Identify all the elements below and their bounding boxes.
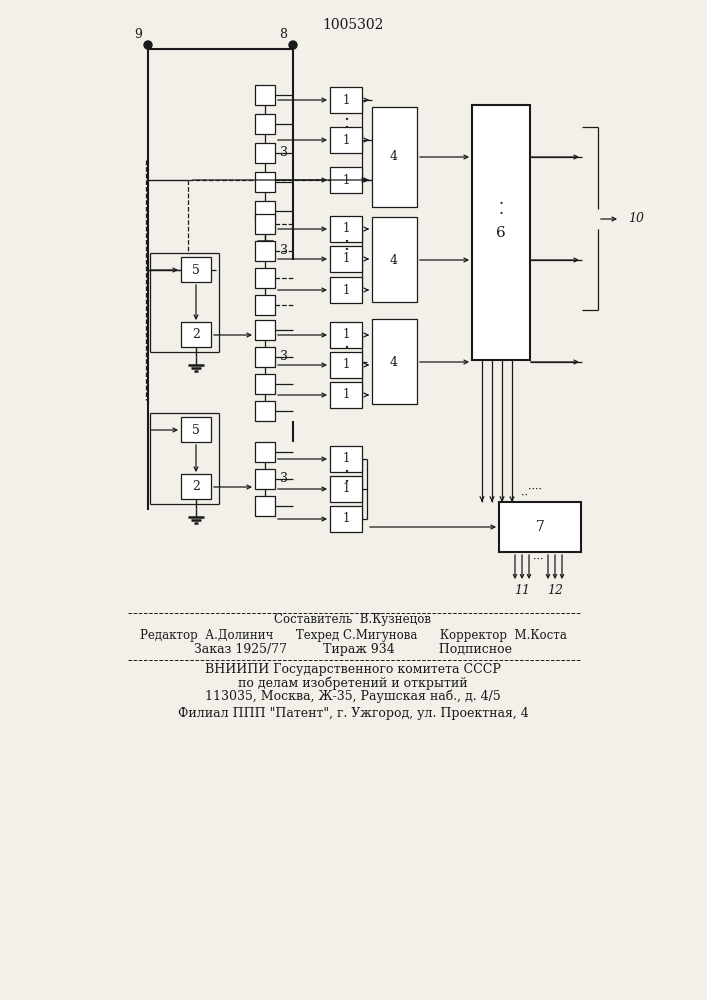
Text: 1: 1: [342, 133, 350, 146]
Text: 4: 4: [390, 356, 398, 368]
Bar: [330, 446, 362, 472]
Text: ·: ·: [498, 207, 503, 224]
Bar: [330, 322, 362, 348]
Bar: [255, 114, 275, 134]
Bar: [255, 85, 275, 105]
Text: 10: 10: [628, 213, 644, 226]
Text: Редактор  А.Долинич      Техред С.Мигунова      Корректор  М.Коста: Редактор А.Долинич Техред С.Мигунова Кор…: [139, 629, 566, 642]
Text: ····: ····: [528, 485, 542, 495]
Bar: [255, 374, 275, 394]
Text: ·: ·: [343, 119, 349, 137]
Text: 1: 1: [342, 359, 350, 371]
Text: 11: 11: [514, 584, 530, 596]
Bar: [330, 167, 362, 193]
Text: 9: 9: [134, 28, 142, 41]
Text: 1005302: 1005302: [322, 18, 384, 32]
Bar: [181, 322, 211, 347]
Text: 12: 12: [547, 584, 563, 596]
Text: по делам изобретений и открытий: по делам изобретений и открытий: [238, 676, 468, 690]
Bar: [255, 172, 275, 192]
Text: 1: 1: [342, 512, 350, 526]
Text: 7: 7: [536, 520, 544, 534]
Text: 4: 4: [390, 150, 398, 163]
Bar: [255, 241, 275, 261]
Text: ·: ·: [498, 196, 503, 214]
Text: ·: ·: [343, 463, 349, 481]
Text: 1: 1: [342, 483, 350, 495]
Text: 5: 5: [192, 424, 200, 436]
Text: ·: ·: [343, 473, 349, 491]
Bar: [255, 214, 275, 234]
Text: 1: 1: [342, 388, 350, 401]
Text: 1: 1: [342, 223, 350, 235]
Bar: [255, 401, 275, 421]
Text: 1: 1: [342, 174, 350, 186]
Text: 3: 3: [280, 351, 288, 363]
Bar: [181, 474, 211, 499]
Text: 1: 1: [342, 452, 350, 466]
Circle shape: [289, 41, 297, 49]
Bar: [472, 105, 530, 360]
Bar: [255, 442, 275, 462]
Text: 1: 1: [342, 94, 350, 106]
Bar: [255, 496, 275, 516]
Text: 113035, Москва, Ж-35, Раушская наб., д. 4/5: 113035, Москва, Ж-35, Раушская наб., д. …: [205, 689, 501, 703]
Text: ВНИИПИ Государственного комитета СССР: ВНИИПИ Государственного комитета СССР: [205, 664, 501, 676]
Bar: [499, 502, 581, 552]
Text: 5: 5: [192, 263, 200, 276]
Bar: [330, 246, 362, 272]
Bar: [330, 352, 362, 378]
Text: ·: ·: [343, 233, 349, 251]
Text: 1: 1: [342, 252, 350, 265]
Bar: [181, 257, 211, 282]
Text: 3: 3: [280, 244, 288, 257]
Text: Филиал ППП "Патент", г. Ужгород, ул. Проектная, 4: Филиал ППП "Патент", г. Ужгород, ул. Про…: [177, 708, 528, 720]
Bar: [372, 217, 417, 302]
Text: 2: 2: [192, 328, 200, 342]
Bar: [255, 143, 275, 163]
Text: 6: 6: [496, 226, 506, 240]
Bar: [255, 320, 275, 340]
Bar: [255, 268, 275, 288]
Text: 4: 4: [390, 253, 398, 266]
Text: 1: 1: [342, 284, 350, 296]
Text: 3: 3: [280, 473, 288, 486]
Bar: [255, 295, 275, 315]
Text: ·: ·: [343, 339, 349, 357]
Circle shape: [144, 41, 152, 49]
Bar: [330, 277, 362, 303]
Bar: [330, 127, 362, 153]
Bar: [330, 476, 362, 502]
Text: 1: 1: [342, 328, 350, 342]
Bar: [255, 469, 275, 489]
Bar: [330, 87, 362, 113]
Text: 8: 8: [279, 28, 287, 41]
Text: Составитель  В.Кузнецов: Составитель В.Кузнецов: [274, 613, 431, 626]
Bar: [255, 201, 275, 221]
Text: ··: ··: [522, 491, 529, 501]
Text: ·: ·: [343, 241, 349, 259]
Text: Заказ 1925/77         Тираж 934           Подписное: Заказ 1925/77 Тираж 934 Подписное: [194, 644, 512, 656]
Bar: [330, 382, 362, 408]
Bar: [330, 216, 362, 242]
Text: 2: 2: [192, 481, 200, 493]
Bar: [372, 319, 417, 404]
Text: 3: 3: [280, 146, 288, 159]
Bar: [372, 107, 417, 207]
Text: ···: ···: [533, 555, 543, 565]
Bar: [255, 347, 275, 367]
Text: ·: ·: [343, 111, 349, 129]
Bar: [181, 417, 211, 442]
Bar: [330, 506, 362, 532]
